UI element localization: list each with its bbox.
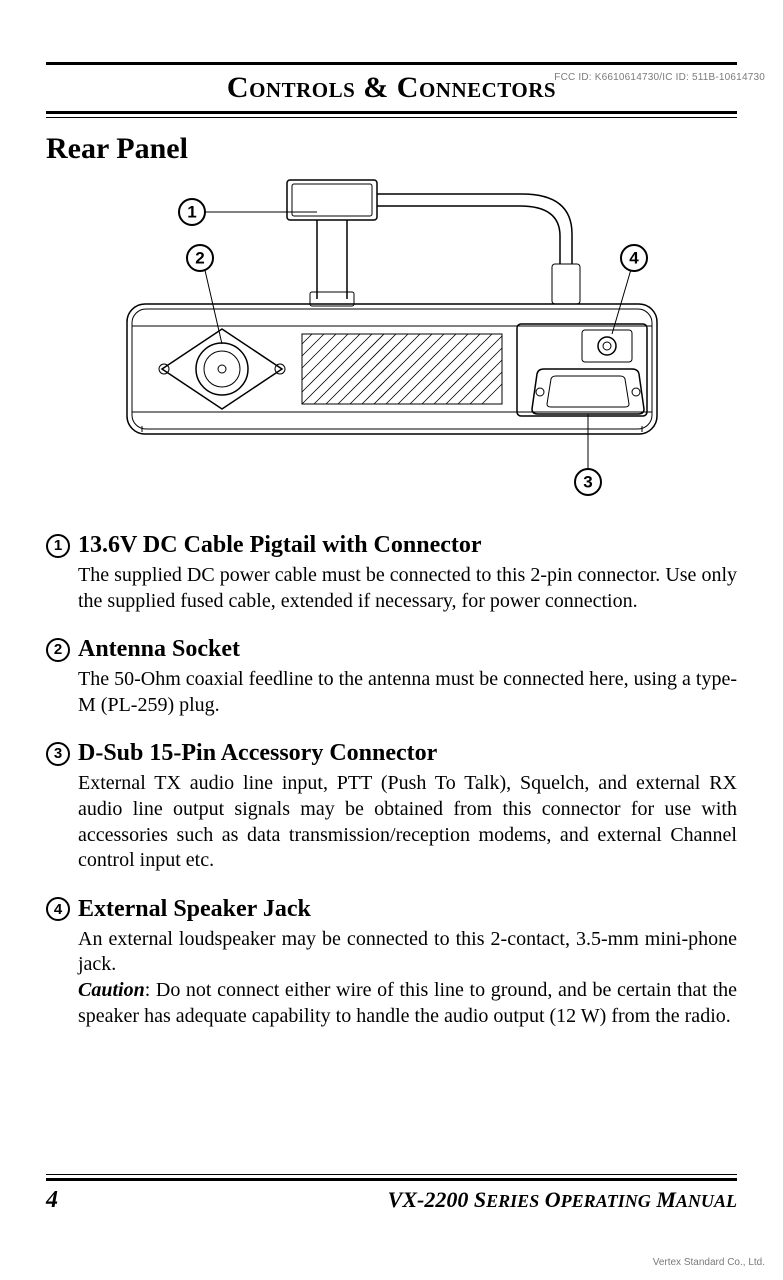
item-1-number: 1 xyxy=(46,534,70,558)
item-4-body-post: : Do not connect either wire of this lin… xyxy=(78,979,737,1027)
diagram-svg: 1 xyxy=(92,174,692,504)
item-4-body-pre: An external loudspeaker may be connected… xyxy=(78,928,737,976)
item-4-body: An external loudspeaker may be connected… xyxy=(78,927,737,1029)
item-1: 1 13.6V DC Cable Pigtail with Connector … xyxy=(46,532,737,614)
manual-name: VX-2200 SERIES OPERATING MANUAL xyxy=(388,1187,737,1213)
speaker-jack-shape xyxy=(582,330,632,362)
diagram-label-2: 2 xyxy=(195,249,204,268)
footer-rule-thick xyxy=(46,1178,737,1181)
item-3-number: 3 xyxy=(46,742,70,766)
item-4-title: External Speaker Jack xyxy=(78,896,311,923)
item-1-body: The supplied DC power cable must be conn… xyxy=(78,563,737,614)
title-block: Controls & Connectors xyxy=(46,62,737,118)
item-1-title: 13.6V DC Cable Pigtail with Connector xyxy=(78,532,482,559)
rear-panel-diagram: 1 xyxy=(46,174,737,504)
footer-block: 4 VX-2200 SERIES OPERATING MANUAL xyxy=(46,1174,737,1214)
dsub-shape xyxy=(532,369,644,414)
antenna-socket-shape xyxy=(159,329,285,409)
rule-top-thick xyxy=(46,62,737,65)
rule-mid-thick xyxy=(46,111,737,114)
item-3-body: External TX audio line input, PTT (Push … xyxy=(78,771,737,873)
item-4: 4 External Speaker Jack An external loud… xyxy=(46,896,737,1029)
center-hatch xyxy=(302,334,502,404)
footer-rule-thin xyxy=(46,1174,737,1175)
item-3-title: D-Sub 15-Pin Accessory Connector xyxy=(78,740,437,767)
item-4-caution-label: Caution xyxy=(78,979,145,1001)
diagram-label-3: 3 xyxy=(583,473,592,492)
section-heading: Rear Panel xyxy=(46,132,737,166)
item-4-number: 4 xyxy=(46,897,70,921)
item-2: 2 Antenna Socket The 50-Ohm coaxial feed… xyxy=(46,636,737,718)
rule-mid-thin xyxy=(46,117,737,118)
footer-company: Vertex Standard Co., Ltd. xyxy=(653,1257,765,1268)
header-fcc-id: FCC ID: K6610614730/IC ID: 511B-10614730 xyxy=(554,72,765,83)
item-2-number: 2 xyxy=(46,638,70,662)
manual-model: VX-2200 xyxy=(388,1187,469,1212)
page-number: 4 xyxy=(46,1187,58,1214)
diagram-label-1: 1 xyxy=(187,203,196,222)
page-title-text: Controls & Connectors xyxy=(227,71,556,104)
item-2-body: The 50-Ohm coaxial feedline to the anten… xyxy=(78,667,737,718)
item-2-title: Antenna Socket xyxy=(78,636,240,663)
diagram-label-4: 4 xyxy=(629,249,639,268)
item-3: 3 D-Sub 15-Pin Accessory Connector Exter… xyxy=(46,740,737,873)
